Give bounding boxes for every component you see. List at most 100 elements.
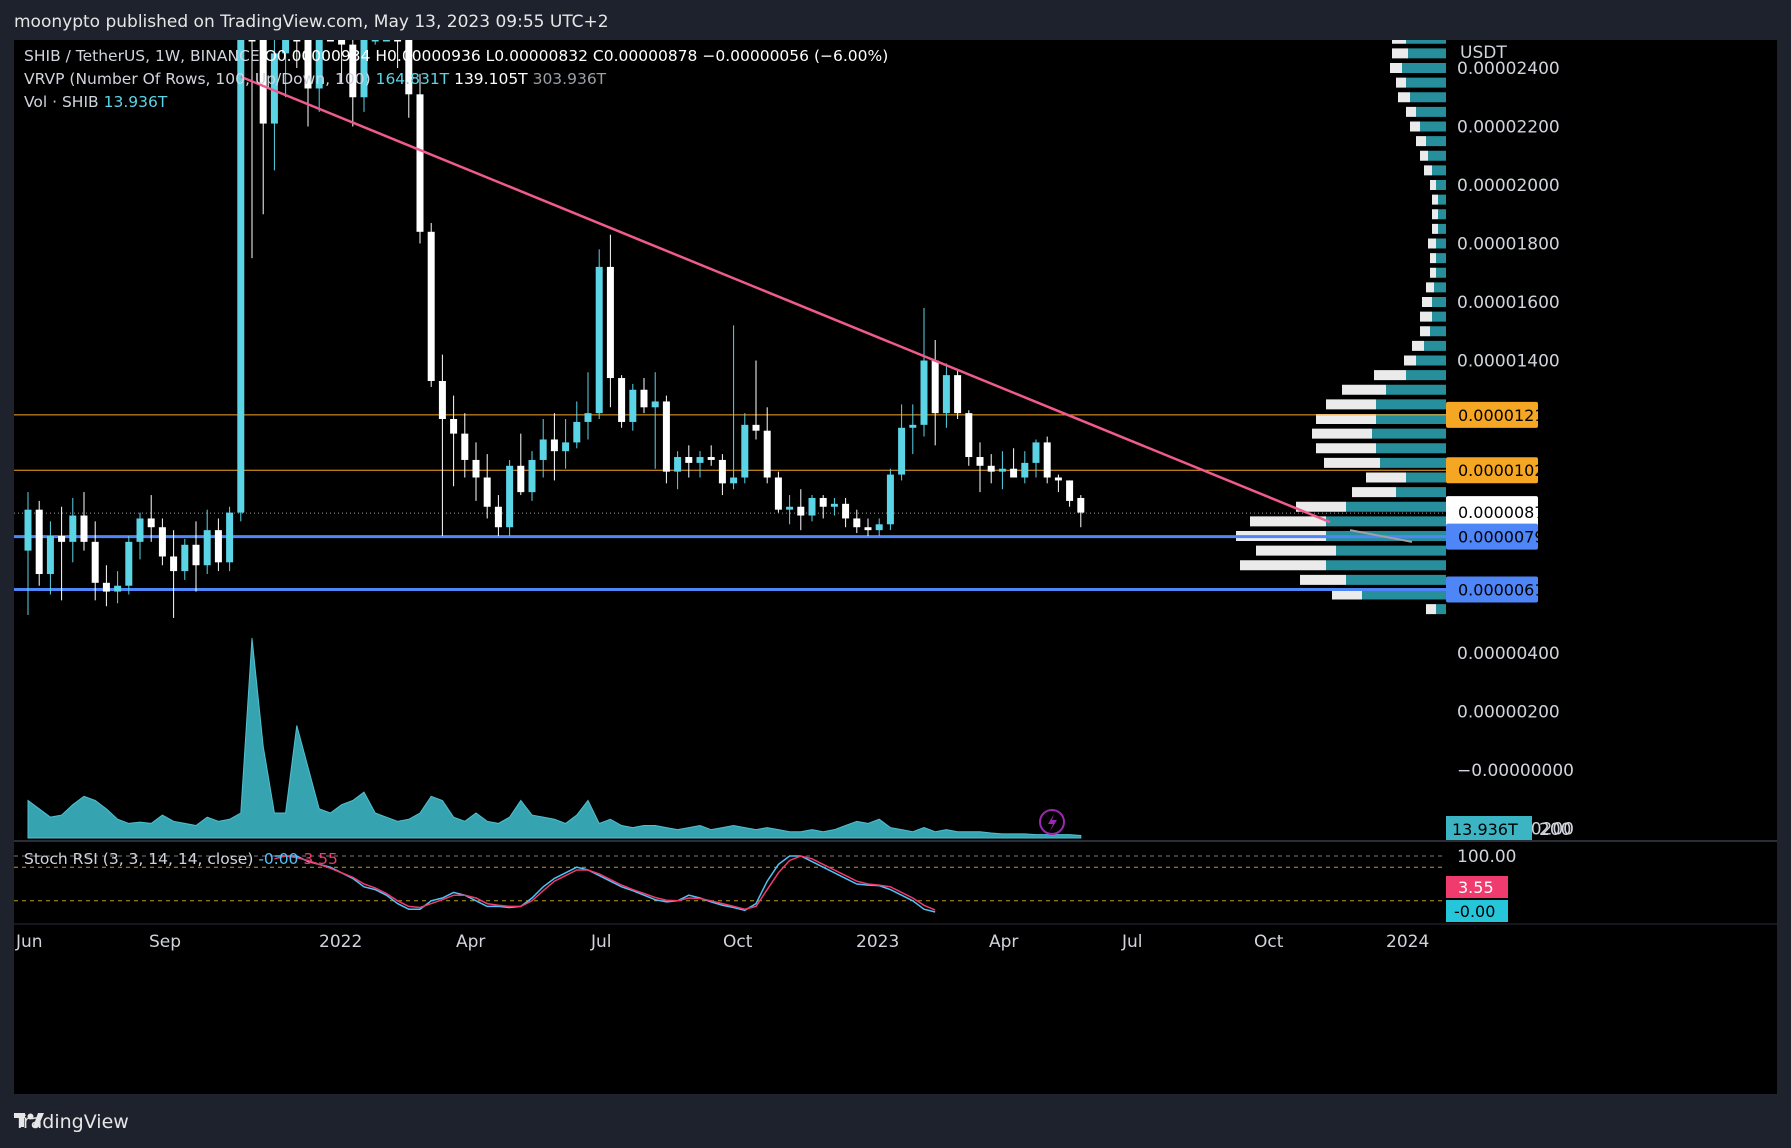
price-axis-tick: −0.00000000 <box>1457 761 1574 781</box>
candle-body <box>24 509 32 551</box>
vrvp-down-bar <box>1432 194 1438 205</box>
price-axis-tick: 0.00002200 <box>1457 118 1560 138</box>
price-badge-text: 0.00000617 <box>1458 581 1555 600</box>
vrvp-down-bar <box>1396 77 1406 88</box>
candle-body <box>450 419 458 434</box>
candle-body <box>46 536 54 575</box>
stoch-badge-text: -0.00 <box>1454 902 1495 921</box>
candle-body <box>427 231 435 381</box>
candle-body <box>282 40 290 54</box>
lightning-icon <box>1048 814 1057 831</box>
candle-body <box>954 375 962 414</box>
candle-body <box>819 497 827 507</box>
vrvp-down-bar <box>1374 370 1406 381</box>
candle-body <box>808 497 816 516</box>
vrvp-up-bar <box>1432 297 1446 307</box>
candle-body <box>58 536 66 542</box>
stoch-line-D <box>274 855 936 911</box>
price-chart[interactable]: 0.00002400 0.00002200 0.00002000 0.00001800… <box>14 40 1777 1094</box>
vrvp-down-bar <box>1300 574 1346 585</box>
vrvp-down-bar <box>1366 472 1406 483</box>
time-axis-tick: 2023 <box>856 932 899 952</box>
candle-body <box>987 465 995 472</box>
candle-body <box>562 442 570 452</box>
vrvp-down-bar <box>1420 326 1430 337</box>
vrvp-up-bar <box>1416 106 1446 117</box>
stoch-badge-d <box>1446 876 1508 898</box>
vrvp-up-bar <box>1434 282 1446 293</box>
candle-body <box>517 465 525 493</box>
candle-body <box>864 527 872 531</box>
vrvp-up-bar <box>1410 92 1446 103</box>
stoch-badge-text: 3.55 <box>1458 878 1494 897</box>
volume-area <box>27 637 1082 839</box>
vrvp-down-bar <box>1392 48 1408 59</box>
candle-body <box>998 468 1006 472</box>
vrvp-down-bar <box>1312 428 1372 439</box>
candle-body <box>214 530 222 563</box>
legend-stoch: Stoch RSI (3, 3, 14, 14, close) -0.00 3.… <box>24 850 338 868</box>
vrvp-up-bar <box>1436 267 1446 278</box>
legend-stoch-part: 3.55 <box>303 850 338 868</box>
vrvp-up-bar <box>1376 399 1446 410</box>
time-axis-tick: Sep <box>149 932 181 952</box>
legend-ohlc-part: L0.00000832 <box>486 47 593 65</box>
candle-body <box>920 360 928 425</box>
candle-body <box>259 40 267 124</box>
candle-body <box>550 439 558 452</box>
candle-body <box>909 424 917 428</box>
vrvp-down-bar <box>1430 180 1436 190</box>
price-badge-resistance <box>1446 401 1538 428</box>
candle-body <box>382 40 390 42</box>
candle-body <box>606 266 614 379</box>
candle-body <box>338 40 346 45</box>
legend-ohlc-part: SHIB / TetherUS, 1W, BINANCE <box>24 47 265 65</box>
candle-body <box>886 474 894 525</box>
candle-body <box>763 430 771 478</box>
chart-frame[interactable]: 0.00002400 0.00002200 0.00002000 0.00001800… <box>14 40 1777 1094</box>
candle-body <box>394 40 402 42</box>
price-axis-tick: 0.00000200 <box>1457 703 1560 723</box>
footer-brand: TradingView <box>14 1111 129 1133</box>
candle-body <box>1021 462 1029 478</box>
candle-body <box>528 459 536 493</box>
legend-stoch-part: Stoch RSI (3, 3, 14, 14, close) <box>24 850 258 868</box>
candle-body <box>181 544 189 572</box>
candle-body <box>170 556 178 572</box>
candle-body <box>416 94 424 232</box>
time-axis-tick: Apr <box>989 932 1018 952</box>
candle-body <box>158 527 166 557</box>
candle-body <box>371 40 379 42</box>
vrvp-up-bar <box>1408 48 1446 59</box>
vrvp-down-bar <box>1296 501 1346 512</box>
candle-body <box>539 439 547 460</box>
candle-body <box>797 506 805 516</box>
vrvp-down-bar <box>1410 121 1420 132</box>
candle-body <box>774 477 782 510</box>
volume-badge <box>1446 816 1532 840</box>
candle-body <box>584 413 592 422</box>
vrvp-down-bar <box>1240 560 1326 571</box>
price-badge-support <box>1446 576 1538 603</box>
candle-body <box>1032 442 1040 463</box>
vrvp-up-bar <box>1436 604 1446 615</box>
vrvp-down-bar <box>1420 150 1428 161</box>
time-axis-tick: 2024 <box>1386 932 1429 952</box>
vrvp-up-bar <box>1346 574 1446 585</box>
time-axis-tick: Apr <box>456 932 485 952</box>
price-badge-support <box>1446 523 1538 550</box>
vrvp-down-bar <box>1406 106 1416 117</box>
legend-vrvp-part: VRVP (Number Of Rows, 100, Up/Down, 100) <box>24 70 376 88</box>
time-axis-tick: Jul <box>1121 932 1143 952</box>
candle-body <box>752 424 760 431</box>
vrvp-up-bar <box>1436 238 1446 249</box>
candle-body <box>293 40 301 42</box>
candle-body <box>830 503 838 507</box>
vrvp-down-bar <box>1422 297 1432 307</box>
candle-body <box>80 515 88 542</box>
candle-body <box>360 40 368 98</box>
candle-body <box>853 518 861 528</box>
legend-vrvp: VRVP (Number Of Rows, 100, Up/Down, 100)… <box>24 70 607 88</box>
price-axis-tick: 0.00001400 <box>1457 352 1560 372</box>
vrvp-up-bar <box>1432 311 1446 322</box>
